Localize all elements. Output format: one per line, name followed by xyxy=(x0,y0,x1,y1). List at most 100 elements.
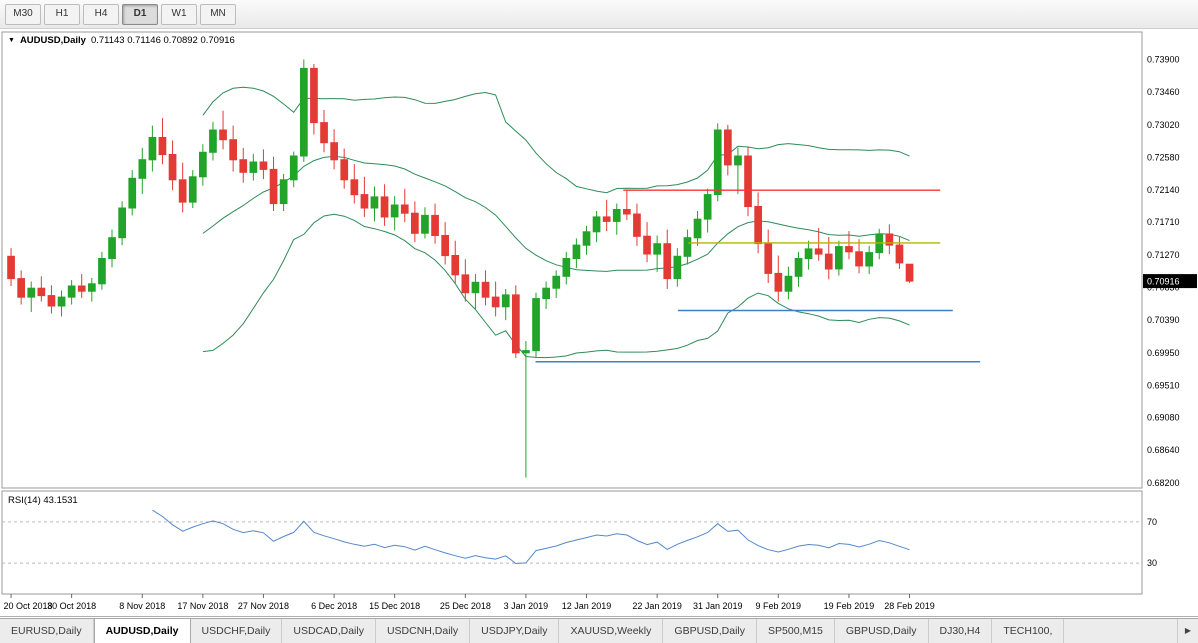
current-price-badge xyxy=(1143,274,1197,289)
candle xyxy=(330,129,338,170)
date-axis-label[interactable]: 15 Dec 2018 xyxy=(369,601,420,611)
candle xyxy=(885,224,894,255)
date-axis-label[interactable]: 3 Jan 2019 xyxy=(504,601,549,611)
symbol-tab-usdcad-daily[interactable]: USDCAD,Daily xyxy=(282,619,376,643)
candle xyxy=(582,225,591,255)
candle xyxy=(360,176,369,217)
rsi-panel[interactable] xyxy=(1,490,1143,595)
symbol-tab-sp500-m15[interactable]: SP500,M15 xyxy=(757,619,835,643)
symbol-tab-eurusd-daily[interactable]: EURUSD,Daily xyxy=(0,619,94,643)
date-axis-label[interactable]: 8 Nov 2018 xyxy=(119,601,165,611)
price-axis-label: 0.73020 xyxy=(1147,120,1180,130)
candle xyxy=(380,184,389,226)
candle xyxy=(592,210,601,243)
timeframe-button-d1[interactable]: D1 xyxy=(122,3,158,25)
candle xyxy=(158,118,167,165)
candle xyxy=(905,263,914,283)
candle xyxy=(683,229,692,265)
candle xyxy=(229,125,238,172)
timeframe-toolbar: M30 H1 H4 D1 W1 MN xyxy=(0,0,1198,29)
price-axis-label: 0.69950 xyxy=(1147,348,1180,358)
candle xyxy=(279,173,288,211)
symbol-tab-gbpusd-daily[interactable]: GBPUSD,Daily xyxy=(834,619,929,643)
price-axis-label: 0.73460 xyxy=(1147,87,1180,97)
candle xyxy=(562,251,571,285)
timeframe-button-m30[interactable]: M30 xyxy=(5,3,41,25)
candle xyxy=(390,196,399,231)
candle xyxy=(259,149,268,180)
rsi-indicator-label: RSI(14) 43.1531 xyxy=(8,495,78,506)
main-chart-panel[interactable] xyxy=(1,31,1143,489)
candle xyxy=(310,63,318,135)
candle xyxy=(804,240,813,270)
candle xyxy=(542,281,550,310)
date-axis-label[interactable]: 31 Jan 2019 xyxy=(693,601,743,611)
candle xyxy=(47,285,56,314)
symbol-tab-audusd-daily[interactable]: AUDUSD,Daily xyxy=(93,619,191,643)
candle xyxy=(653,235,661,272)
symbol-tab-gbpusd-daily[interactable]: GBPUSD,Daily xyxy=(663,619,758,643)
price-axis-label: 0.73900 xyxy=(1147,54,1180,64)
candle xyxy=(320,109,328,153)
candle xyxy=(724,124,732,176)
candle xyxy=(118,201,127,246)
rsi-level-label: 70 xyxy=(1147,517,1157,527)
price-axis-label: 0.71270 xyxy=(1147,250,1180,260)
timeframe-button-h4[interactable]: H4 xyxy=(83,3,119,25)
candle xyxy=(249,153,258,181)
date-axis-label[interactable]: 27 Nov 2018 xyxy=(238,601,289,611)
candle xyxy=(350,164,359,204)
candle xyxy=(845,231,853,260)
candle xyxy=(108,229,116,268)
candle xyxy=(400,188,409,223)
candle xyxy=(431,203,439,244)
candle xyxy=(835,240,843,276)
date-axis-label[interactable]: 6 Dec 2018 xyxy=(311,601,357,611)
date-axis-label[interactable]: 12 Jan 2019 xyxy=(562,601,612,611)
candle xyxy=(7,248,15,286)
date-axis-label[interactable]: 30 Oct 2018 xyxy=(47,601,96,611)
price-axis-label: 0.71710 xyxy=(1147,217,1180,227)
symbol-tab-dj30-h4[interactable]: DJ30,H4 xyxy=(928,619,993,643)
symbol-tab-xauusd-weekly[interactable]: XAUUSD,Weekly xyxy=(559,619,664,643)
price-axis-label: 0.68640 xyxy=(1147,445,1180,455)
price-axis-label: 0.72580 xyxy=(1147,153,1180,163)
candle xyxy=(37,276,46,302)
candle xyxy=(865,245,873,275)
chart-canvas[interactable]: 0.73900 0.73460 0.73020 0.72580 0.72140 0.717… xyxy=(0,29,1198,618)
date-axis-label[interactable]: 9 Feb 2019 xyxy=(756,601,802,611)
timeframe-button-w1[interactable]: W1 xyxy=(161,3,197,25)
candle xyxy=(67,280,76,305)
symbol-tab-usdchf-daily[interactable]: USDCHF,Daily xyxy=(190,619,283,643)
candle xyxy=(199,144,207,186)
candle xyxy=(370,186,379,222)
candle xyxy=(602,199,611,232)
candle xyxy=(421,207,429,239)
date-axis-label[interactable]: 22 Jan 2019 xyxy=(632,601,682,611)
date-axis-label[interactable]: 25 Dec 2018 xyxy=(440,601,491,611)
timeframe-button-mn[interactable]: MN xyxy=(200,3,236,25)
symbol-tab-usdjpy-daily[interactable]: USDJPY,Daily xyxy=(470,619,560,643)
chart-title: ▼ AUDUSD,Daily 0.71143 0.71146 0.70892 0… xyxy=(8,35,235,46)
date-axis-label[interactable]: 17 Nov 2018 xyxy=(177,601,228,611)
candle xyxy=(168,140,177,191)
candle xyxy=(784,266,793,300)
candle xyxy=(512,285,520,359)
chart-workspace[interactable]: 0.73900 0.73460 0.73020 0.72580 0.72140 0.717… xyxy=(0,29,1198,618)
date-axis-label[interactable]: 28 Feb 2019 xyxy=(884,601,935,611)
candle xyxy=(522,340,530,478)
chart-menu-icon[interactable]: ▼ xyxy=(8,37,15,44)
timeframe-button-h1[interactable]: H1 xyxy=(44,3,80,25)
symbol-tab-tech100-[interactable]: TECH100, xyxy=(992,619,1065,643)
candle xyxy=(774,255,783,302)
candle xyxy=(643,222,651,263)
symbol-tab-usdcnh-daily[interactable]: USDCNH,Daily xyxy=(375,619,471,643)
date-axis-label[interactable]: 19 Feb 2019 xyxy=(824,601,875,611)
tab-scroll-right-icon[interactable]: ▶ xyxy=(1177,619,1198,643)
candle xyxy=(855,239,863,274)
price-axis-label: 0.69080 xyxy=(1147,412,1180,422)
candle xyxy=(88,277,96,302)
date-axis-label[interactable]: 20 Oct 2018 xyxy=(3,601,52,611)
candle xyxy=(269,156,278,211)
candle xyxy=(612,203,621,235)
